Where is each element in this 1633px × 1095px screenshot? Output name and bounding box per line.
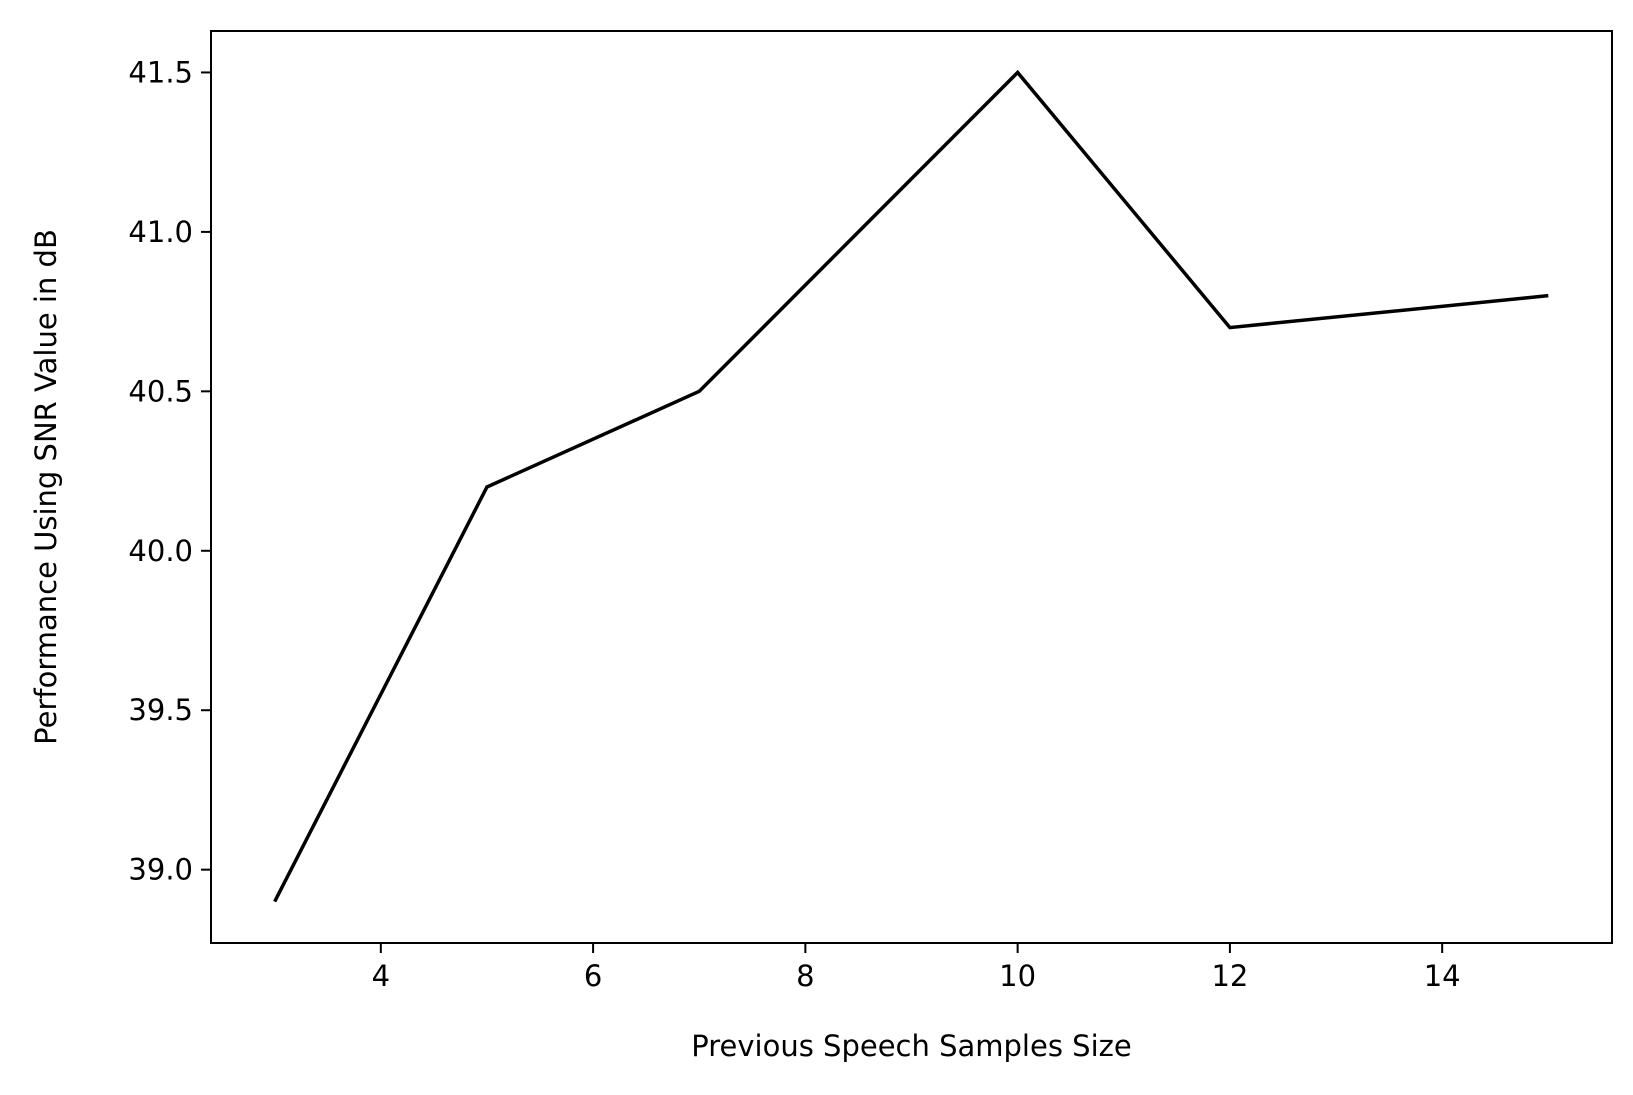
- y-tick-label: 39.0: [128, 853, 193, 887]
- x-tick-label: 10: [999, 959, 1036, 993]
- x-axis-label: Previous Speech Samples Size: [691, 1029, 1131, 1063]
- y-tick-label: 41.5: [128, 55, 193, 89]
- x-tick-label: 12: [1211, 959, 1248, 993]
- y-axis-label: Performance Using SNR Value in dB: [29, 229, 63, 745]
- x-tick-label: 4: [372, 959, 390, 993]
- x-tick-label: 6: [584, 959, 602, 993]
- y-tick-label: 40.5: [128, 374, 193, 408]
- x-tick-label: 8: [796, 959, 814, 993]
- y-tick-label: 41.0: [128, 215, 193, 249]
- y-tick-label: 39.5: [128, 693, 193, 727]
- y-tick-label: 40.0: [128, 534, 193, 568]
- x-tick-label: 14: [1424, 959, 1461, 993]
